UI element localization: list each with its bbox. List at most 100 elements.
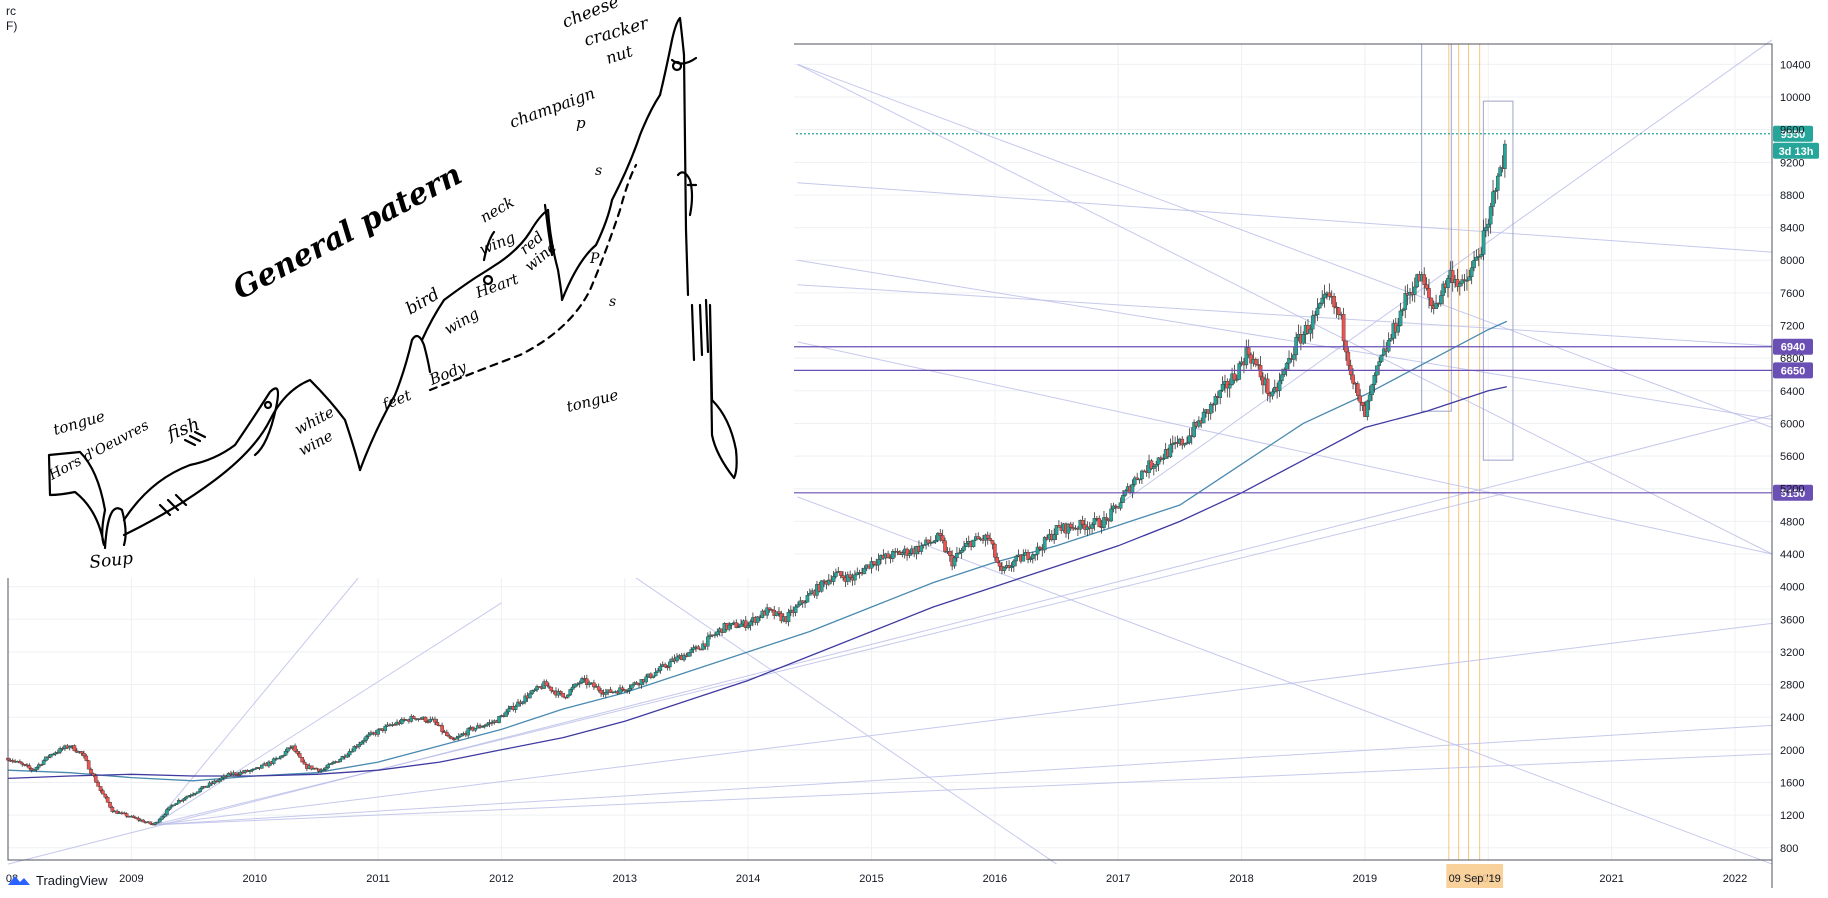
candle-body — [765, 607, 769, 616]
x-tick-label: 2019 — [1353, 873, 1377, 885]
candle — [350, 748, 354, 753]
candle — [1042, 536, 1047, 553]
level-badge-label: 6940 — [1781, 342, 1805, 354]
candle-body — [1021, 555, 1026, 562]
candle-body — [691, 647, 696, 650]
level-badge — [1773, 362, 1813, 379]
candle-body — [1327, 292, 1332, 297]
candle — [276, 757, 281, 760]
candle-body — [701, 643, 705, 650]
candle-body — [746, 625, 750, 628]
candle — [96, 780, 100, 787]
candle-body — [573, 683, 577, 688]
candle-body — [834, 572, 838, 577]
candle — [105, 795, 110, 803]
candle — [485, 722, 489, 727]
time-highlight-label: 09 Sep '19 — [1449, 873, 1501, 885]
candle-body — [1270, 391, 1275, 397]
candle — [1170, 435, 1175, 453]
y-tick-label: 3600 — [1780, 614, 1804, 626]
candle — [51, 753, 55, 756]
candle-body — [1256, 364, 1260, 366]
candle — [39, 763, 44, 767]
candle — [568, 688, 573, 697]
candle-body — [1377, 361, 1381, 366]
candle — [383, 724, 387, 734]
candle-body — [248, 770, 252, 772]
candle — [1446, 275, 1450, 298]
candle-body — [620, 687, 625, 690]
candle — [53, 751, 58, 756]
candle — [1092, 512, 1097, 531]
candle-body — [1185, 442, 1189, 444]
candle-body — [314, 767, 319, 770]
candle-body — [158, 818, 162, 823]
candle-body — [544, 681, 549, 687]
candle-body — [93, 775, 98, 783]
candle-body — [25, 764, 29, 767]
candle-body — [165, 809, 169, 815]
candle-body — [1180, 438, 1185, 446]
price-axis[interactable]: 10400 10000 9600 9200 8800 8400 8000 7600 7200 68… — [1780, 59, 1811, 854]
x-tick-label: 2018 — [1229, 873, 1253, 885]
candle-body — [689, 649, 694, 653]
candle-body — [1493, 190, 1498, 192]
candle — [535, 684, 539, 693]
candle-body — [530, 690, 535, 694]
candle — [955, 546, 959, 562]
candle-body — [1192, 422, 1196, 437]
candle-body — [350, 751, 354, 753]
candle-body — [179, 800, 183, 802]
tradingview-branding[interactable]: TradingView — [6, 870, 108, 890]
candle-body — [862, 567, 867, 575]
candle-body — [309, 765, 314, 770]
candle — [238, 770, 243, 776]
candle-body — [1159, 457, 1163, 460]
candle — [746, 622, 750, 630]
y-tick-label: 4400 — [1780, 549, 1804, 561]
candle-body — [101, 790, 105, 795]
candle-body — [300, 757, 304, 763]
candle — [184, 795, 188, 801]
candle — [653, 668, 658, 677]
candle-body — [962, 546, 966, 551]
candle-body — [357, 744, 361, 747]
candle-body — [1412, 286, 1417, 295]
candle — [530, 689, 535, 695]
x-tick-label: 2009 — [119, 873, 143, 885]
candle — [1322, 284, 1327, 308]
candle-body — [1249, 354, 1253, 364]
candle-body — [1104, 517, 1109, 520]
symbol-label[interactable]: rc F) — [6, 4, 17, 34]
time-axis[interactable]: 08 2009 2010 2011 2012 2013 2014 2015 2016 2017 20… — [6, 864, 1747, 888]
candle — [964, 537, 969, 548]
candle — [592, 679, 596, 691]
candle-body — [1367, 394, 1372, 402]
candle-body — [549, 686, 554, 692]
candle-body — [777, 611, 781, 614]
candle — [1346, 346, 1351, 371]
trend-line — [797, 63, 1773, 428]
candle — [1246, 339, 1251, 359]
candle-body — [276, 757, 281, 760]
candle — [1486, 218, 1491, 237]
candle-body — [186, 795, 191, 798]
candle-body — [497, 716, 501, 723]
candle — [1235, 374, 1239, 383]
y-tick-label: 8800 — [1780, 190, 1804, 202]
symbol-line-2: F) — [6, 19, 18, 33]
candle — [988, 532, 992, 542]
drawing-overlays — [7, 39, 1773, 865]
y-tick-label: 8400 — [1780, 223, 1804, 235]
candle — [1495, 173, 1500, 200]
trend-line — [797, 182, 1773, 253]
candle-body — [743, 620, 748, 628]
candle — [1249, 352, 1253, 370]
candle — [217, 778, 221, 784]
candle — [627, 684, 632, 695]
candle-body — [826, 579, 831, 585]
x-tick-label: 2013 — [613, 873, 637, 885]
candle-body — [366, 734, 371, 737]
candle-body — [575, 683, 580, 686]
